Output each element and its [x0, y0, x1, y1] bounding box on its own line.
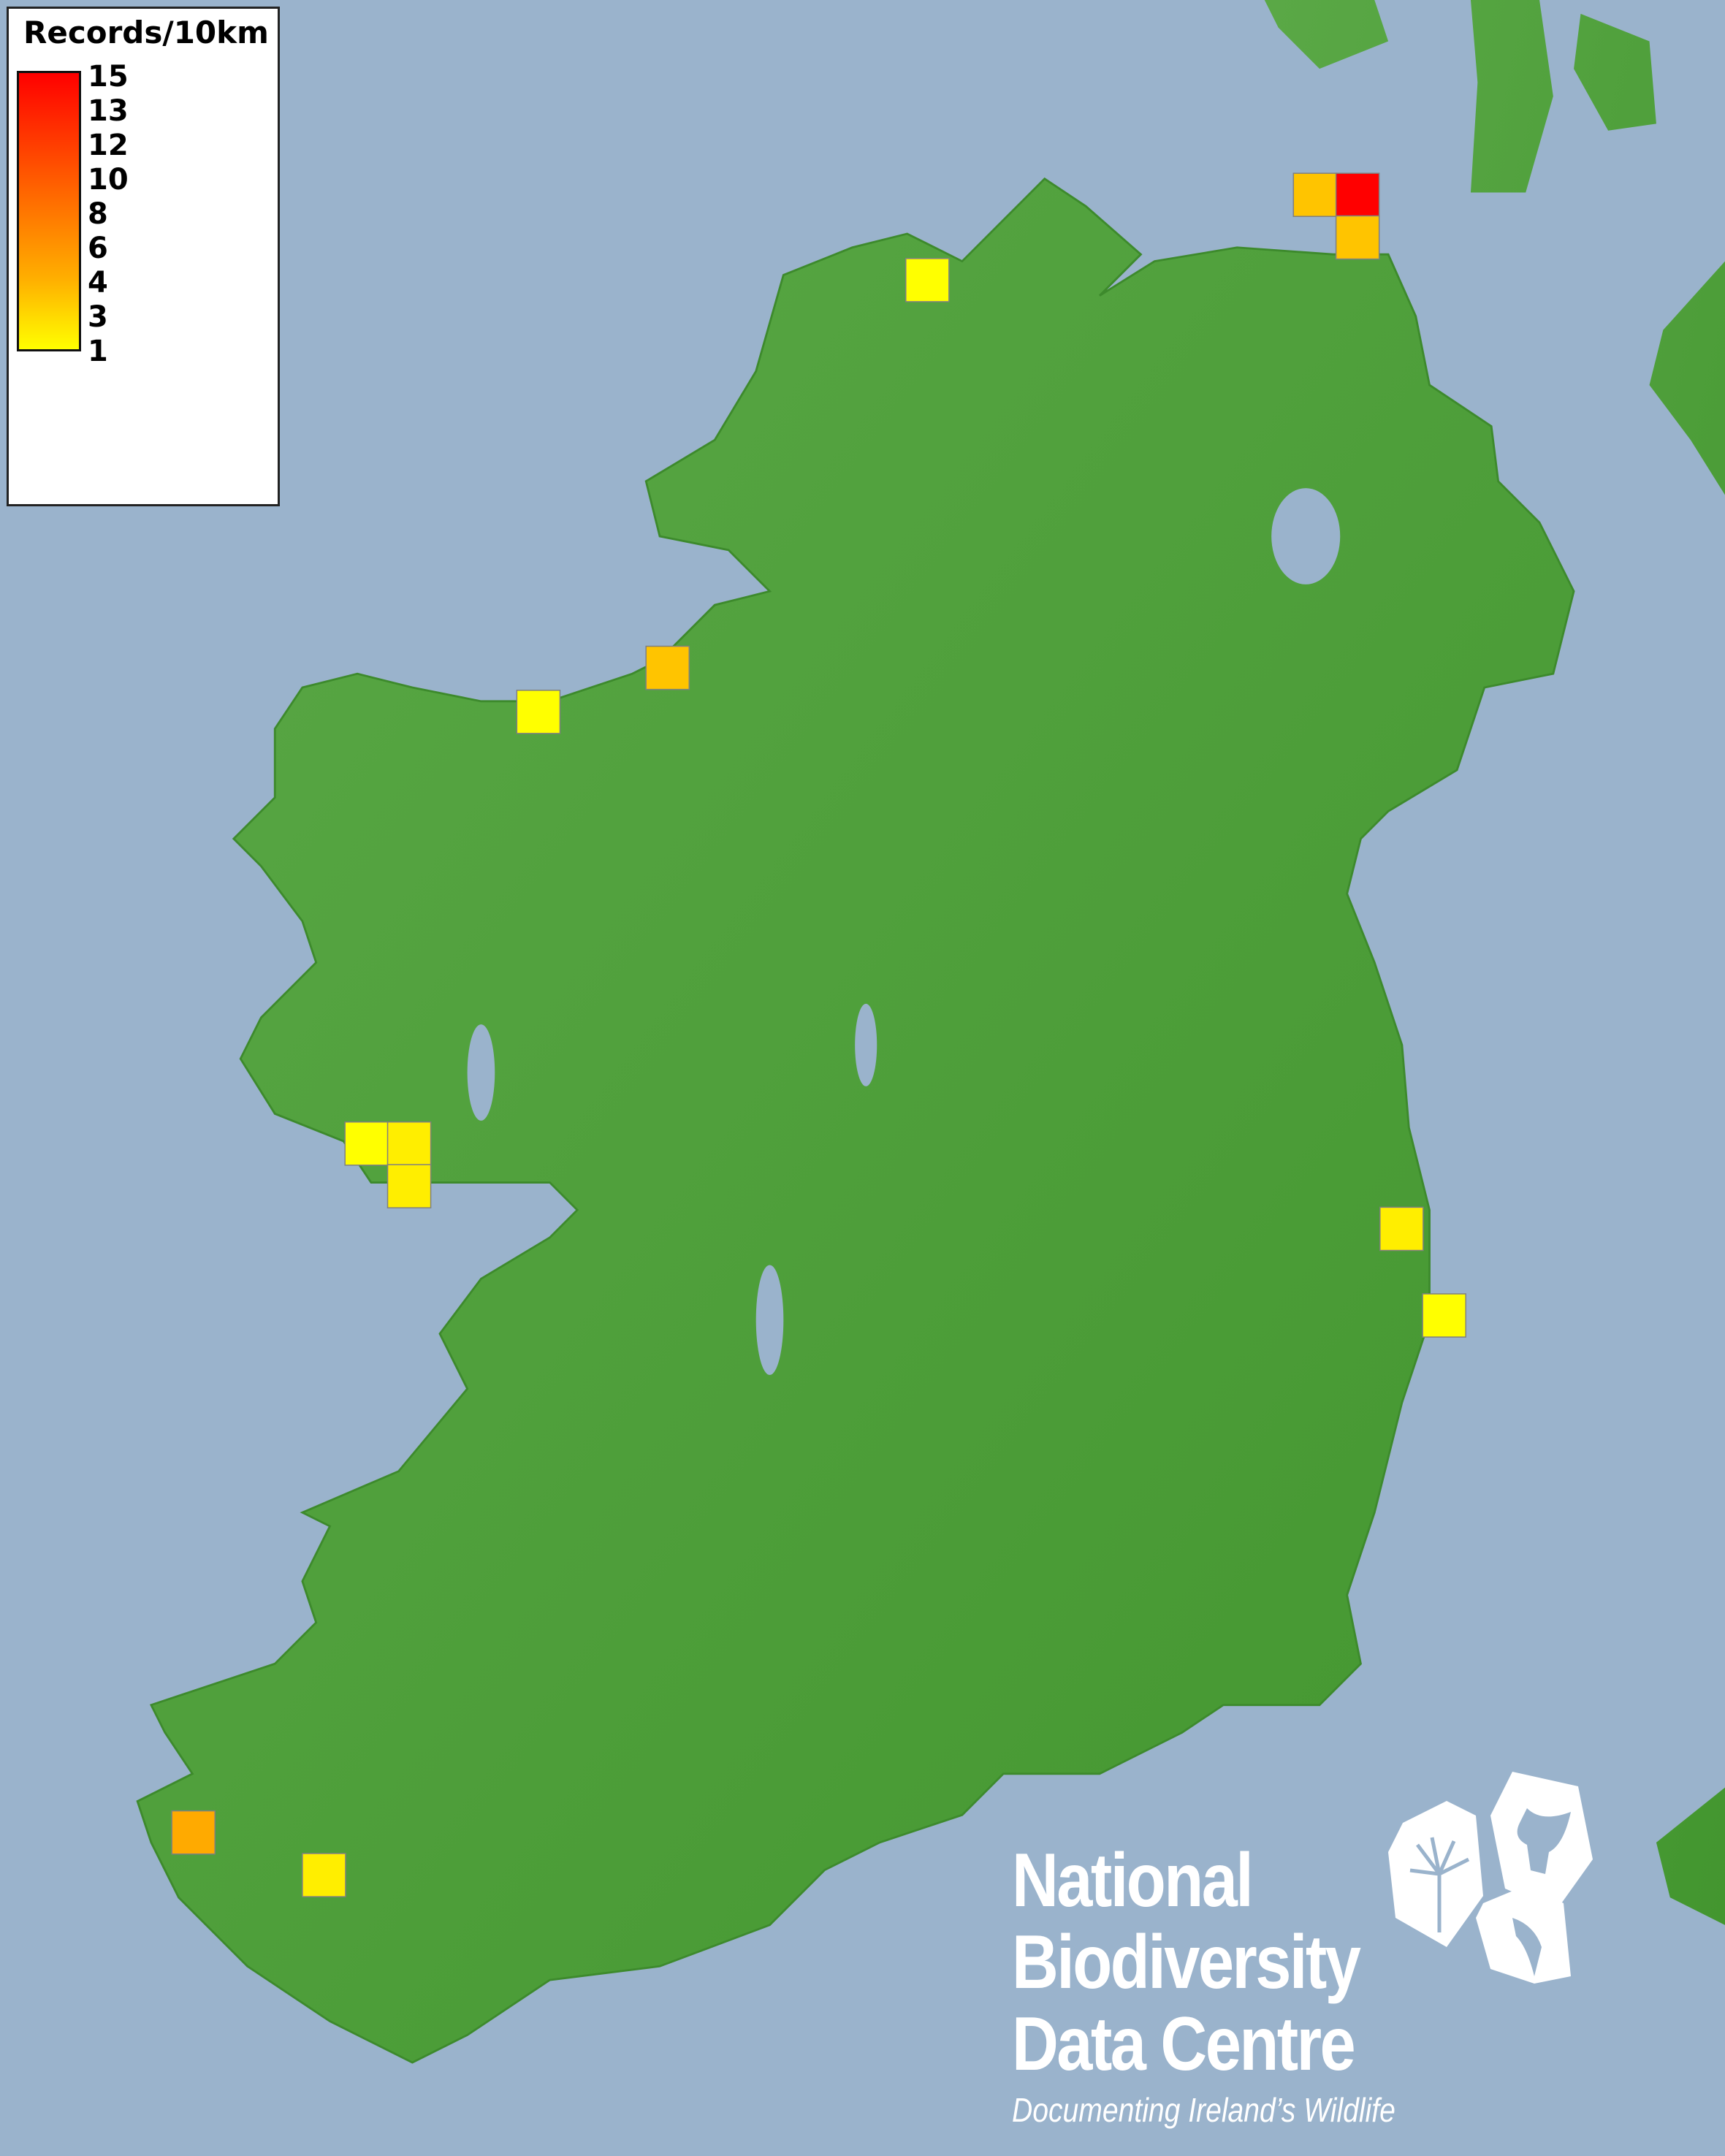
logo-line2: Biodiversity [1012, 1920, 1361, 2005]
lough-neagh [1271, 488, 1341, 584]
record-square [1379, 1206, 1424, 1252]
record-square [516, 690, 561, 734]
logo-tagline: Documenting Ireland’s Wildlife [1012, 2091, 1395, 2129]
record-square [171, 1810, 216, 1855]
record-square [1422, 1293, 1466, 1338]
legend-tick: 6 [88, 232, 108, 265]
lough-corrib [467, 1024, 495, 1121]
legend-tick: 1 [88, 335, 108, 368]
record-square [1335, 215, 1380, 260]
seahorse-icon [1476, 1885, 1571, 1984]
legend: Records/10km 15 13 12 10 8 6 4 3 1 [7, 7, 280, 506]
legend-tick: 3 [88, 300, 108, 334]
record-square [344, 1121, 389, 1166]
record-square [645, 645, 690, 690]
legend-tick: 15 [88, 60, 129, 94]
tree-icon [1388, 1801, 1483, 1947]
record-square [386, 1164, 432, 1208]
legend-color-bar [17, 71, 81, 351]
lough-derg [755, 1265, 784, 1376]
nbdc-logo: National Biodiversity Data Centre Docume… [1012, 1840, 1463, 2129]
ireland-land [136, 177, 1575, 2064]
legend-tick: 13 [88, 94, 129, 128]
logo-line3: Data Centre [1012, 2002, 1356, 2087]
legend-tick: 12 [88, 129, 129, 162]
logo-line1: National [1012, 1838, 1254, 1923]
record-square [386, 1121, 432, 1166]
record-square [302, 1853, 346, 1897]
legend-tick: 10 [88, 163, 129, 197]
legend-tick: 4 [88, 266, 108, 300]
record-square [1335, 172, 1380, 217]
lough-ree [855, 1003, 877, 1086]
record-square [1292, 172, 1338, 217]
butterfly-icon [1490, 1772, 1593, 1911]
legend-title: Records/10km [23, 15, 269, 50]
record-square [905, 258, 950, 302]
logo-hexagons [1388, 1772, 1593, 1984]
legend-tick: 8 [88, 197, 108, 231]
